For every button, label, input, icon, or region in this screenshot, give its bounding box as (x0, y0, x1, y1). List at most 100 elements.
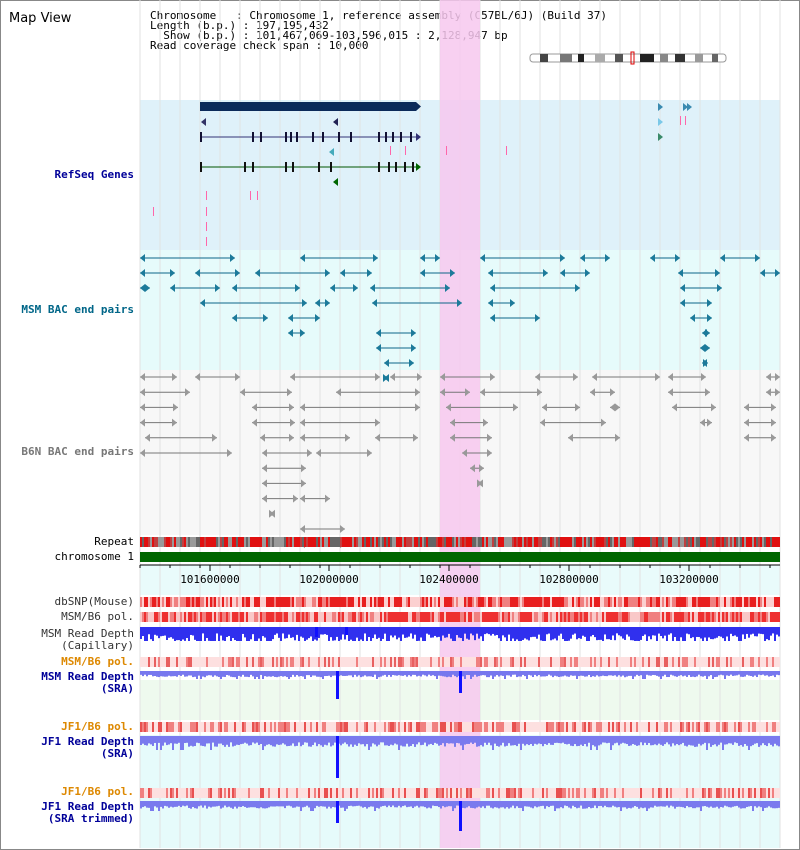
bac-end-left (446, 403, 451, 412)
heat-cell (174, 788, 176, 798)
depth-bar (522, 671, 524, 675)
depth-bar (548, 627, 550, 634)
depth-bar (768, 801, 770, 807)
heat-cell (526, 788, 528, 798)
b6n-bac-features[interactable] (140, 373, 780, 549)
heat-cell (386, 597, 388, 607)
heat-cell (702, 657, 704, 667)
heat-cell (642, 788, 644, 798)
depth-bar (246, 671, 248, 677)
bac-end-left (590, 388, 595, 397)
heat-cell (428, 788, 430, 798)
depth-bar (212, 736, 214, 743)
heat-cell (564, 612, 566, 622)
heat-cell (578, 788, 580, 798)
depth-bar (770, 801, 772, 808)
depth-bar (414, 671, 416, 675)
depth-tracks[interactable] (140, 627, 780, 831)
depth-bar (334, 671, 336, 676)
depth-bar (734, 736, 736, 743)
heat-cell (200, 788, 202, 798)
heat-cell (642, 657, 644, 667)
bac-end-right (535, 314, 540, 322)
depth-bar (718, 671, 720, 676)
heat-cell (448, 612, 450, 622)
heatmap-tracks[interactable] (140, 597, 780, 798)
heat-cell (648, 597, 650, 607)
heat-cell (758, 612, 760, 622)
depth-bar (314, 801, 316, 809)
depth-bar (268, 801, 270, 808)
depth-bar (652, 736, 654, 746)
repeat-track[interactable] (140, 537, 780, 547)
chromosome-ideogram[interactable] (529, 51, 727, 65)
depth-bar (478, 736, 480, 747)
chromosome-bar (140, 552, 780, 562)
depth-bar (428, 671, 430, 675)
heat-cell (260, 597, 262, 607)
depth-bar (158, 736, 160, 743)
heat-cell (508, 612, 510, 622)
depth-bar (618, 627, 620, 636)
bac-end-right (287, 388, 292, 397)
heat-cell (770, 612, 772, 622)
bac-end-right (457, 299, 462, 307)
heat-cell (730, 788, 732, 798)
msm-bac-features[interactable] (140, 254, 780, 382)
heat-cell (332, 597, 334, 607)
heat-cell (458, 788, 460, 798)
depth-bar (486, 627, 488, 634)
depth-bar (466, 736, 468, 744)
depth-bar (318, 736, 320, 745)
exon (385, 132, 387, 142)
depth-bar (200, 801, 202, 806)
depth-bar (596, 736, 598, 750)
heat-cell (688, 612, 690, 622)
heat-cell (330, 597, 332, 607)
depth-bar (638, 627, 640, 641)
depth-bar (246, 801, 248, 808)
heat-cell (748, 788, 750, 798)
repeat-cell (642, 537, 644, 547)
heat-cell (188, 788, 190, 798)
repeat-cell (648, 537, 650, 547)
heat-cell (184, 722, 186, 732)
repeat-cell (254, 537, 256, 547)
heat-cell (696, 788, 698, 798)
heat-cell (356, 597, 358, 607)
depth-bar (724, 801, 726, 806)
heat-cell (762, 612, 764, 622)
heat-cell (606, 657, 608, 667)
refseq-genes-features[interactable] (153, 102, 692, 246)
repeat-cell (662, 537, 664, 547)
heat-cell (532, 722, 534, 732)
heat-cell (646, 657, 648, 667)
heat-cell (566, 657, 568, 667)
depth-bar (430, 671, 432, 676)
repeat-cell (160, 537, 162, 547)
heat-cell (290, 657, 292, 667)
heat-cell (504, 597, 506, 607)
heat-cell (386, 657, 388, 667)
repeat-cell (260, 537, 262, 547)
depth-bar (368, 801, 370, 808)
heat-cell (598, 612, 600, 622)
depth-bar (532, 736, 534, 746)
depth-bar (604, 736, 606, 743)
depth-bar (302, 801, 304, 808)
bac-end-right (290, 418, 295, 427)
heat-cell (496, 657, 498, 667)
heat-cell (666, 657, 668, 667)
bac-end-right (345, 433, 350, 442)
depth-bar (510, 801, 512, 808)
repeat-cell (430, 537, 432, 547)
depth-bar (766, 671, 768, 676)
depth-bar (148, 627, 150, 635)
depth-bar (252, 671, 254, 677)
heat-cell (706, 788, 708, 798)
repeat-cell (704, 537, 706, 547)
depth-bar (350, 736, 352, 745)
heat-cell (456, 597, 458, 607)
heat-cell (482, 657, 484, 667)
